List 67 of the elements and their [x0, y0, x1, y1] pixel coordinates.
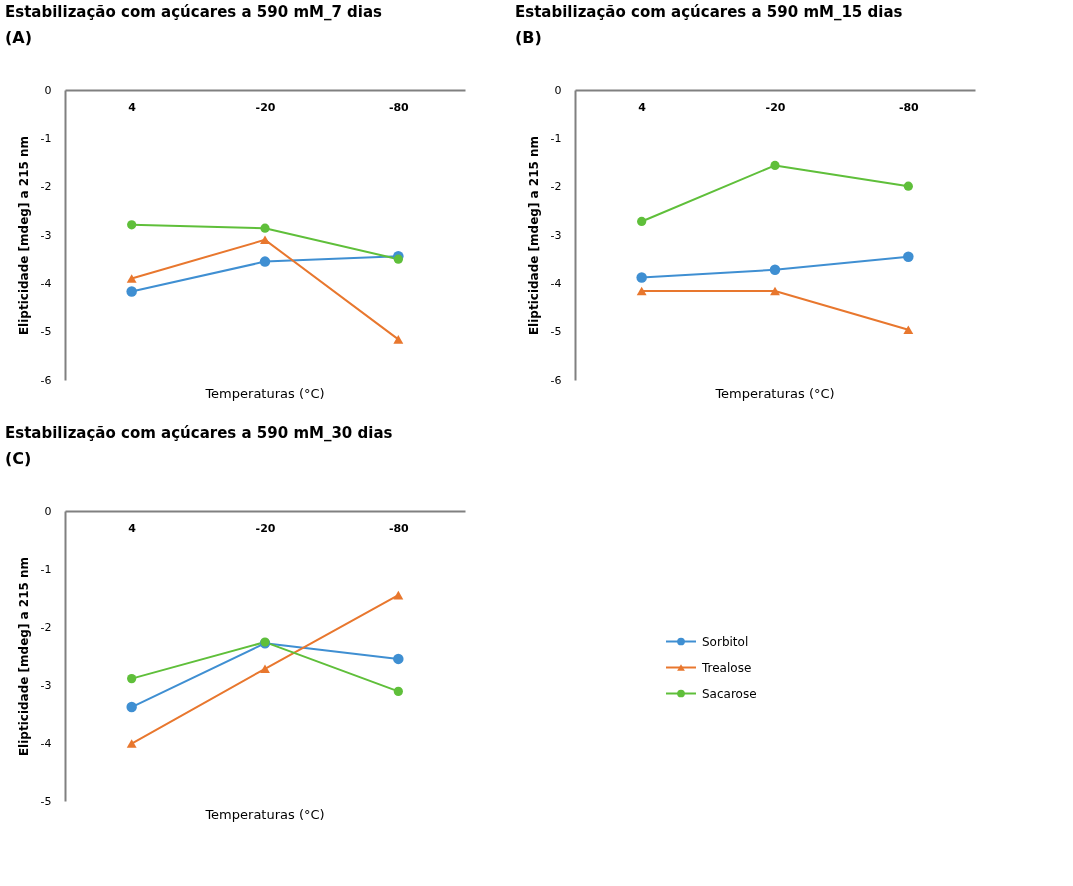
point [126, 286, 137, 297]
point [260, 664, 270, 674]
chart-title: Estabilização com açúcares a 590 mM_30 dias [5, 424, 393, 442]
point [393, 653, 404, 665]
point [126, 701, 137, 713]
chart-title: Estabilização com açúcares a 590 mM_7 dias [5, 3, 383, 21]
y-tick-label: 0 [554, 83, 562, 97]
point [259, 256, 271, 267]
legend-label: Trealose [701, 660, 752, 675]
point [903, 181, 913, 191]
y-tick-label: -2 [40, 180, 52, 194]
y-tick-label: -4 [40, 276, 52, 290]
y-axis-title: Elipticidade [mdeg] a 215 nm [16, 556, 31, 757]
y-tick-label: 0 [44, 83, 52, 97]
y-tick-label: -5 [40, 794, 52, 808]
x-tick-label: -20 [765, 100, 786, 114]
y-axis-title: Elipticidade [mdeg] a 215 nm [526, 135, 541, 336]
y-tick-label: -1 [40, 562, 52, 576]
point [127, 220, 137, 230]
text: (B) [515, 28, 542, 47]
point [770, 286, 780, 296]
x-tick-label: 4 [128, 100, 137, 114]
x-tick-label: -20 [255, 521, 276, 535]
text: (C) [5, 449, 32, 468]
point [260, 235, 270, 245]
y-tick-label: -2 [40, 620, 52, 634]
point [126, 274, 137, 283]
legend-label: Sorbitol [702, 634, 749, 649]
y-tick-label: -1 [550, 131, 562, 145]
point [126, 739, 137, 748]
text: (A) [5, 28, 33, 47]
y-tick-label: -3 [40, 678, 52, 692]
y-tick-label: -5 [40, 325, 52, 339]
point [636, 286, 647, 296]
point [903, 251, 914, 262]
y-tick-label: -3 [40, 228, 52, 242]
point [903, 325, 914, 335]
y-tick-label: -1 [40, 131, 52, 145]
point [637, 216, 647, 227]
x-tick-label: 4 [638, 100, 647, 114]
point [393, 686, 403, 696]
y-tick-label: -6 [40, 373, 52, 387]
y-tick-label: 0 [44, 504, 52, 518]
y-tick-label: -4 [550, 276, 562, 290]
y-tick-label: -4 [40, 736, 52, 750]
x-tick-label: -20 [255, 100, 276, 114]
legend-label: Sacarose [702, 686, 757, 701]
y-tick-label: -2 [550, 180, 562, 194]
y-axis-title: Elipticidade [mdeg] a 215 nm [16, 135, 31, 336]
point [393, 590, 404, 600]
y-tick-label: -5 [550, 325, 562, 339]
x-tick-label: -80 [388, 521, 410, 535]
x-tick-label: -80 [898, 100, 920, 114]
point [769, 264, 781, 276]
point [770, 160, 780, 170]
x-axis-title: Temperaturas (°C) [204, 807, 325, 822]
x-axis-title: Temperaturas (°C) [204, 386, 325, 401]
point [636, 272, 647, 283]
point [260, 223, 270, 233]
point [393, 335, 404, 344]
chart-title: Estabilização com açúcares a 590 mM_15 dias [515, 3, 903, 21]
x-axis-title: Temperaturas (°C) [714, 386, 835, 401]
y-tick-label: -6 [550, 373, 562, 387]
point [127, 674, 137, 684]
x-tick-label: 4 [128, 521, 137, 535]
x-tick-label: -80 [388, 100, 410, 114]
y-tick-label: -3 [550, 228, 562, 242]
